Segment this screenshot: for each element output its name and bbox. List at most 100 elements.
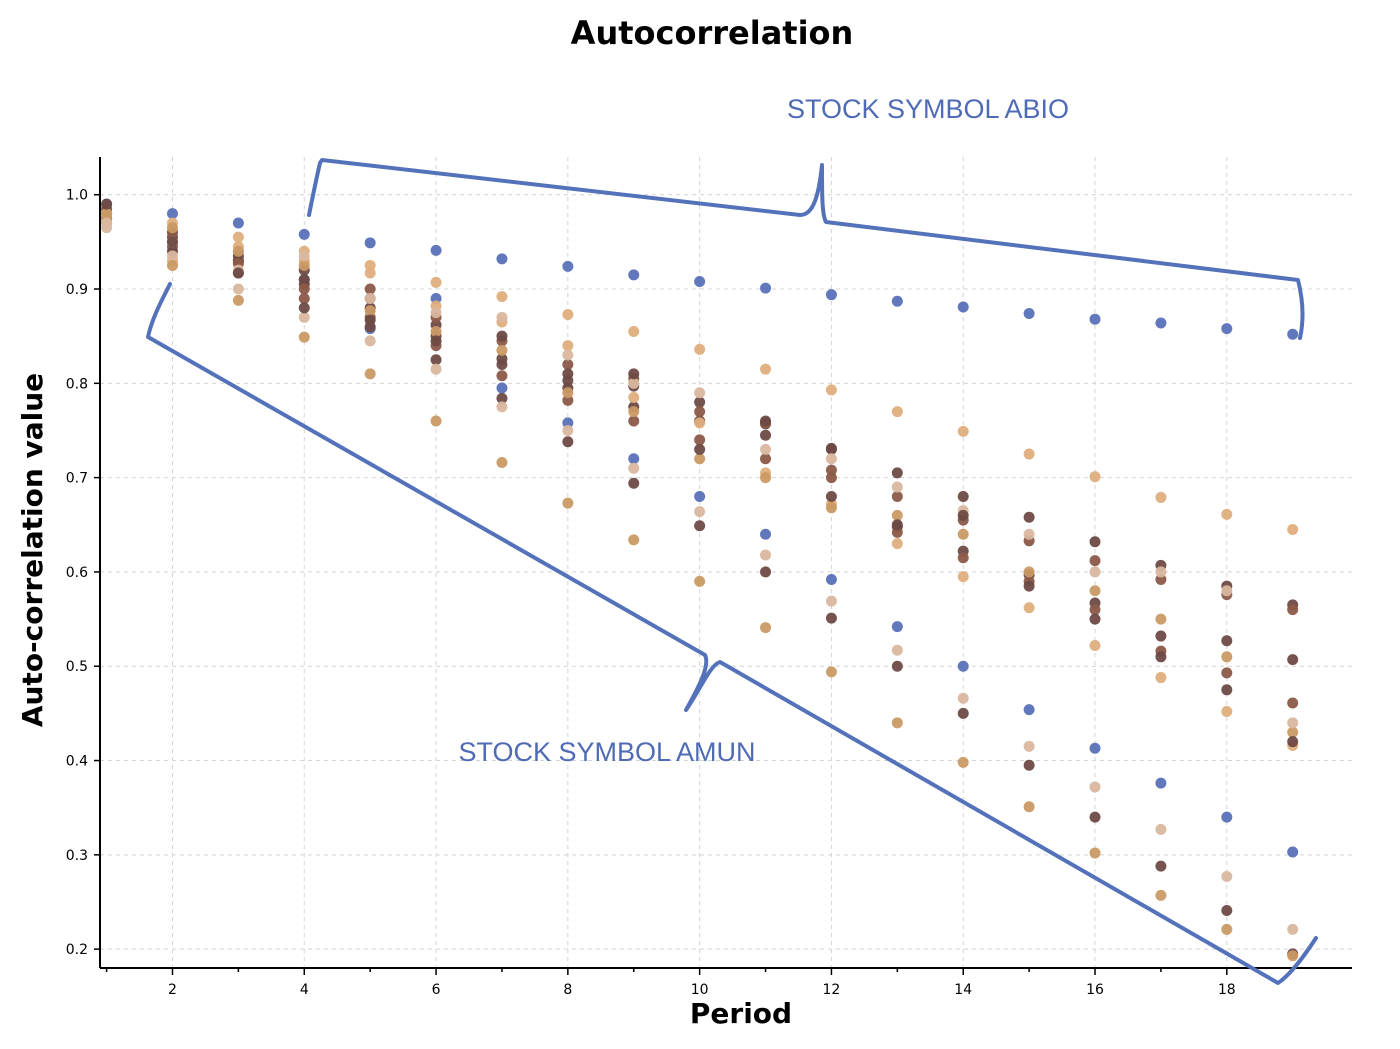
annotation-braces <box>146 158 1318 985</box>
data-point <box>562 436 574 448</box>
data-point <box>1221 585 1233 597</box>
data-point <box>891 295 903 307</box>
data-point <box>1221 508 1233 520</box>
data-point <box>496 291 508 303</box>
data-point <box>1155 777 1167 789</box>
data-point <box>891 644 903 656</box>
data-point <box>1155 613 1167 625</box>
data-point <box>957 552 969 564</box>
data-point <box>825 384 837 396</box>
data-point <box>1023 448 1035 460</box>
data-point <box>825 666 837 678</box>
data-point <box>430 276 442 288</box>
data-point <box>760 363 772 375</box>
data-point <box>1155 630 1167 642</box>
data-point <box>1089 811 1101 823</box>
data-point <box>1023 580 1035 592</box>
data-point <box>166 236 178 248</box>
data-point <box>1155 672 1167 684</box>
data-point <box>562 417 574 429</box>
data-point <box>1221 871 1233 883</box>
grid <box>100 157 1352 968</box>
data-point <box>232 294 244 306</box>
data-point <box>628 534 640 546</box>
data-point <box>825 595 837 607</box>
data-point <box>1287 736 1299 748</box>
data-point <box>825 472 837 484</box>
data-point <box>496 401 508 413</box>
data-point <box>1089 781 1101 793</box>
data-point <box>1287 697 1299 709</box>
data-point <box>891 526 903 538</box>
data-point <box>957 660 969 672</box>
data-point <box>760 429 772 441</box>
data-point <box>694 396 706 408</box>
data-point <box>298 302 310 314</box>
data-point <box>1089 604 1101 616</box>
data-point <box>760 528 772 540</box>
data-point <box>825 612 837 624</box>
data-point <box>430 244 442 256</box>
data-point <box>825 464 837 476</box>
data-point <box>891 621 903 633</box>
data-point <box>957 425 969 437</box>
data-point <box>364 283 376 295</box>
abio-brace <box>307 158 1305 340</box>
y-tick-label: 0.4 <box>66 754 88 770</box>
y-tick-label: 0.3 <box>66 848 88 864</box>
data-point <box>1287 950 1299 962</box>
data-point <box>562 349 574 361</box>
data-point <box>694 443 706 455</box>
data-point <box>1287 654 1299 666</box>
data-point <box>1089 471 1101 483</box>
data-point <box>628 406 640 418</box>
data-point <box>562 387 574 399</box>
data-point <box>891 717 903 729</box>
data-point <box>232 217 244 229</box>
data-point <box>1089 847 1101 859</box>
data-point <box>825 502 837 514</box>
data-point <box>891 490 903 502</box>
data-point <box>430 415 442 427</box>
data-point <box>298 259 310 271</box>
data-point <box>1155 491 1167 503</box>
data-point <box>1221 651 1233 663</box>
data-point <box>825 289 837 301</box>
data-point <box>1023 759 1035 771</box>
data-point <box>1221 667 1233 679</box>
data-point <box>166 250 178 262</box>
data-point <box>1023 740 1035 752</box>
x-tick-label: 2 <box>168 982 177 998</box>
data-point <box>1023 566 1035 578</box>
data-point <box>1221 684 1233 696</box>
x-tick-label: 4 <box>300 982 309 998</box>
data-point <box>364 237 376 249</box>
data-point <box>760 443 772 455</box>
data-point <box>694 434 706 446</box>
data-point <box>825 490 837 502</box>
data-point <box>1221 323 1233 335</box>
data-point <box>562 368 574 380</box>
data-point <box>496 382 508 394</box>
x-axis-label: Period <box>690 997 792 1030</box>
data-point <box>496 370 508 382</box>
data-point <box>562 260 574 272</box>
amun-brace <box>146 282 1318 985</box>
data-point <box>166 259 178 271</box>
data-point <box>1287 717 1299 729</box>
data-point <box>1089 313 1101 325</box>
y-tick-label: 0.8 <box>66 376 88 392</box>
data-point <box>364 267 376 279</box>
data-point <box>298 292 310 304</box>
data-point <box>1089 555 1101 567</box>
data-point <box>364 368 376 380</box>
data-point <box>628 391 640 403</box>
data-point <box>694 387 706 399</box>
data-point <box>496 392 508 404</box>
data-point <box>1089 613 1101 625</box>
data-point <box>364 314 376 326</box>
data-point <box>694 520 706 532</box>
data-point <box>694 575 706 587</box>
data-point <box>298 250 310 262</box>
